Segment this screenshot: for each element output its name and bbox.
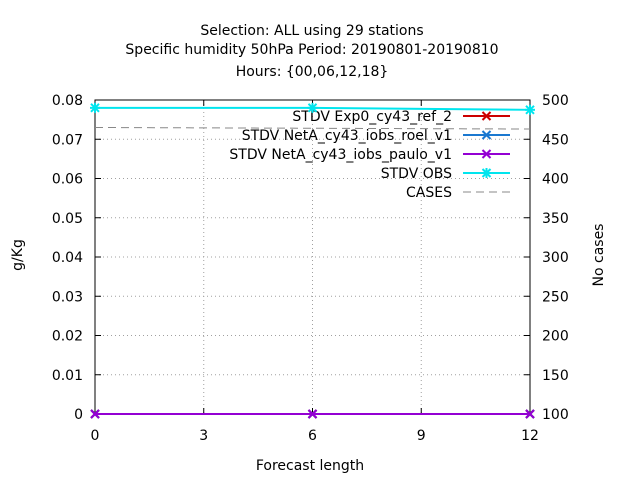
legend-marker-stroke	[481, 149, 492, 159]
legend-marker-stroke	[481, 111, 492, 121]
data-point-2-stroke	[90, 409, 100, 419]
y2-tick-label: 500	[542, 93, 569, 109]
y-tick-label: 0.05	[52, 211, 83, 227]
x-tick-label: 6	[308, 428, 317, 444]
y2-tick-label: 400	[542, 172, 569, 188]
data-point-3	[525, 104, 535, 115]
legend-marker-stroke	[481, 130, 492, 140]
y-tick-label: 0.08	[52, 93, 83, 109]
title-line-2: Specific humidity 50hPa Period: 20190801…	[125, 42, 498, 58]
title-line-1: Selection: ALL using 29 stations	[200, 23, 423, 39]
y2-tick-label: 450	[542, 132, 569, 148]
y2-tick-label: 300	[542, 250, 569, 266]
legend-marker	[481, 168, 492, 178]
y2-tick-label: 350	[542, 211, 569, 227]
x-axis-label: Forecast length	[256, 458, 364, 474]
x-tick-label: 9	[417, 428, 426, 444]
legend-marker	[481, 111, 492, 121]
y-tick-label: 0.03	[52, 289, 83, 305]
y-tick-label: 0	[74, 407, 83, 423]
title-line-3: Hours: {00,06,12,18}	[236, 64, 389, 80]
y-tick-label: 0.02	[52, 329, 83, 345]
data-point-3	[307, 102, 318, 113]
legend-label: STDV NetA_cy43_iobs_paulo_v1	[229, 147, 452, 163]
data-point-2	[307, 409, 318, 419]
data-point-2	[525, 409, 535, 419]
y2-tick-label: 150	[542, 368, 569, 384]
legend-marker	[481, 130, 492, 140]
y2-tick-label: 100	[542, 407, 569, 423]
chart-title: Selection: ALL using 29 stations Specifi…	[125, 23, 498, 80]
x-tick-label: 12	[521, 428, 539, 444]
legend-marker	[481, 149, 492, 159]
y-tick-label: 0.04	[52, 250, 83, 266]
legend-label: STDV Exp0_cy43_ref_2	[292, 109, 452, 125]
data-point-2	[90, 409, 100, 419]
x-tick-label: 3	[199, 428, 208, 444]
y-tick-label: 0.06	[52, 172, 83, 188]
y-axis-label: g/Kg	[10, 239, 26, 271]
y2-tick-label: 200	[542, 329, 569, 345]
data-point-2-stroke	[307, 409, 318, 419]
y-tick-label: 0.01	[52, 368, 83, 384]
grid-lines	[95, 100, 530, 414]
y2-tick-label: 250	[542, 289, 569, 305]
legend-label: STDV OBS	[381, 166, 452, 182]
data-point-3	[90, 102, 100, 113]
series-lines	[90, 102, 535, 419]
data-point-2-stroke	[525, 409, 535, 419]
y2-axis-label: No cases	[591, 224, 607, 287]
legend-label: STDV NetA_cy43_iobs_roel_v1	[242, 128, 452, 144]
legend: STDV Exp0_cy43_ref_2 STDV NetA_cy43_iobs_…	[229, 109, 510, 201]
x-tick-label: 0	[91, 428, 100, 444]
tick-labels: 0 0.01 0.02 0.03 0.04 0.05 0.06 0.07 0.08 100 150 2…	[52, 93, 569, 444]
y-tick-label: 0.07	[52, 132, 83, 148]
series-line-4	[94, 126, 531, 130]
legend-label: CASES	[406, 185, 452, 201]
